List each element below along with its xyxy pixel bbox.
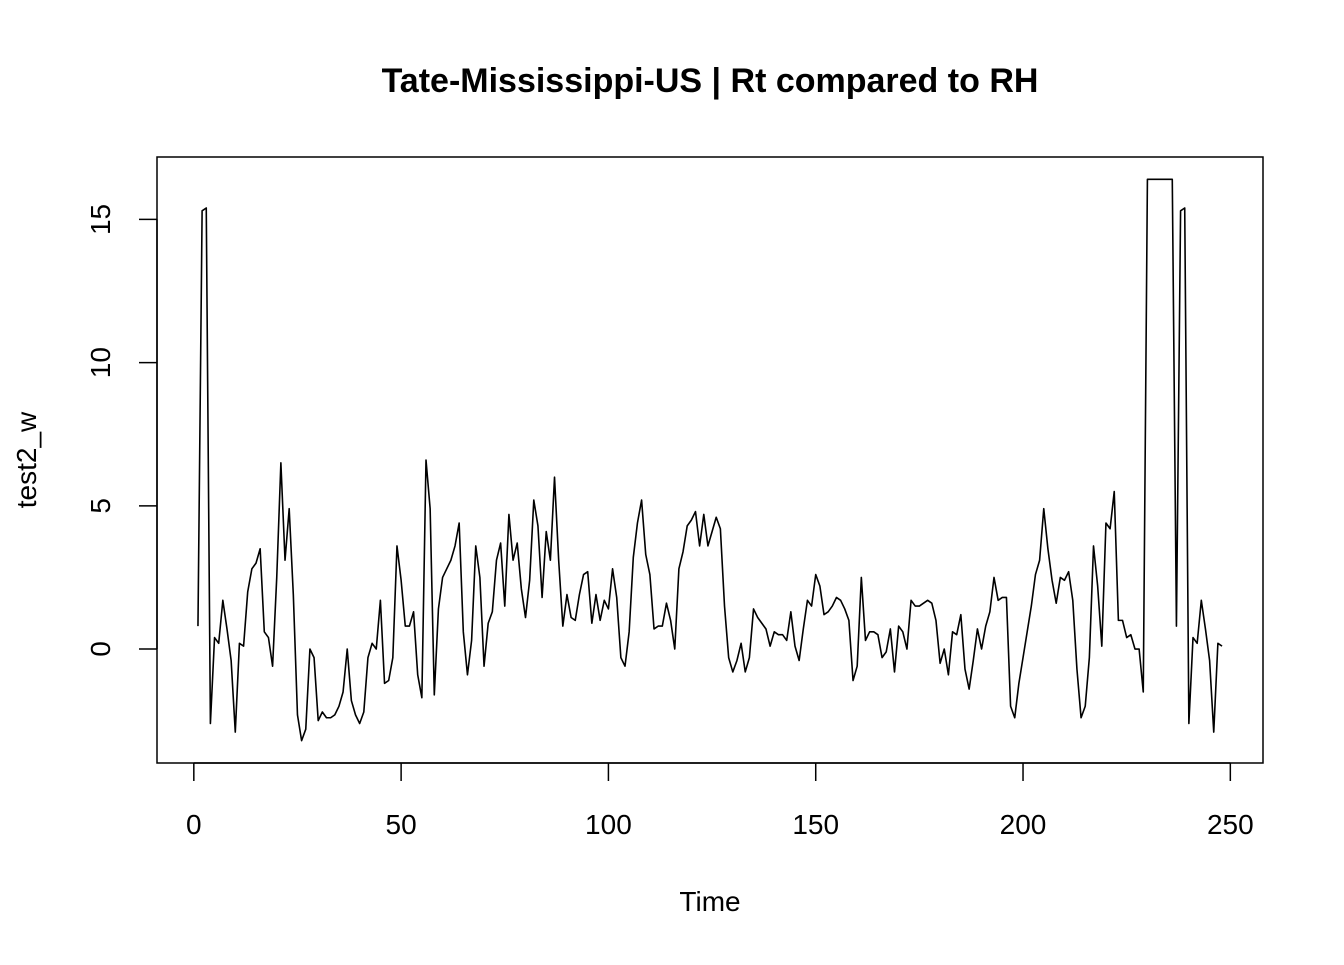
data-line bbox=[197, 178, 1223, 742]
x-tick-label: 150 bbox=[792, 809, 839, 840]
y-axis-label: test2_w bbox=[11, 411, 42, 508]
y-tick-label: 0 bbox=[85, 641, 116, 657]
x-tick-label: 50 bbox=[386, 809, 417, 840]
y-tick-label: 15 bbox=[85, 204, 116, 235]
y-tick-label: 5 bbox=[85, 498, 116, 514]
x-tick-label: 100 bbox=[585, 809, 632, 840]
x-tick-label: 250 bbox=[1207, 809, 1254, 840]
x-tick-label: 200 bbox=[1000, 809, 1047, 840]
x-axis-label: Time bbox=[679, 886, 740, 917]
y-tick-label: 10 bbox=[85, 347, 116, 378]
chart-title: Tate-Mississippi-US | Rt compared to RH bbox=[382, 62, 1039, 100]
x-tick-label: 0 bbox=[186, 809, 202, 840]
